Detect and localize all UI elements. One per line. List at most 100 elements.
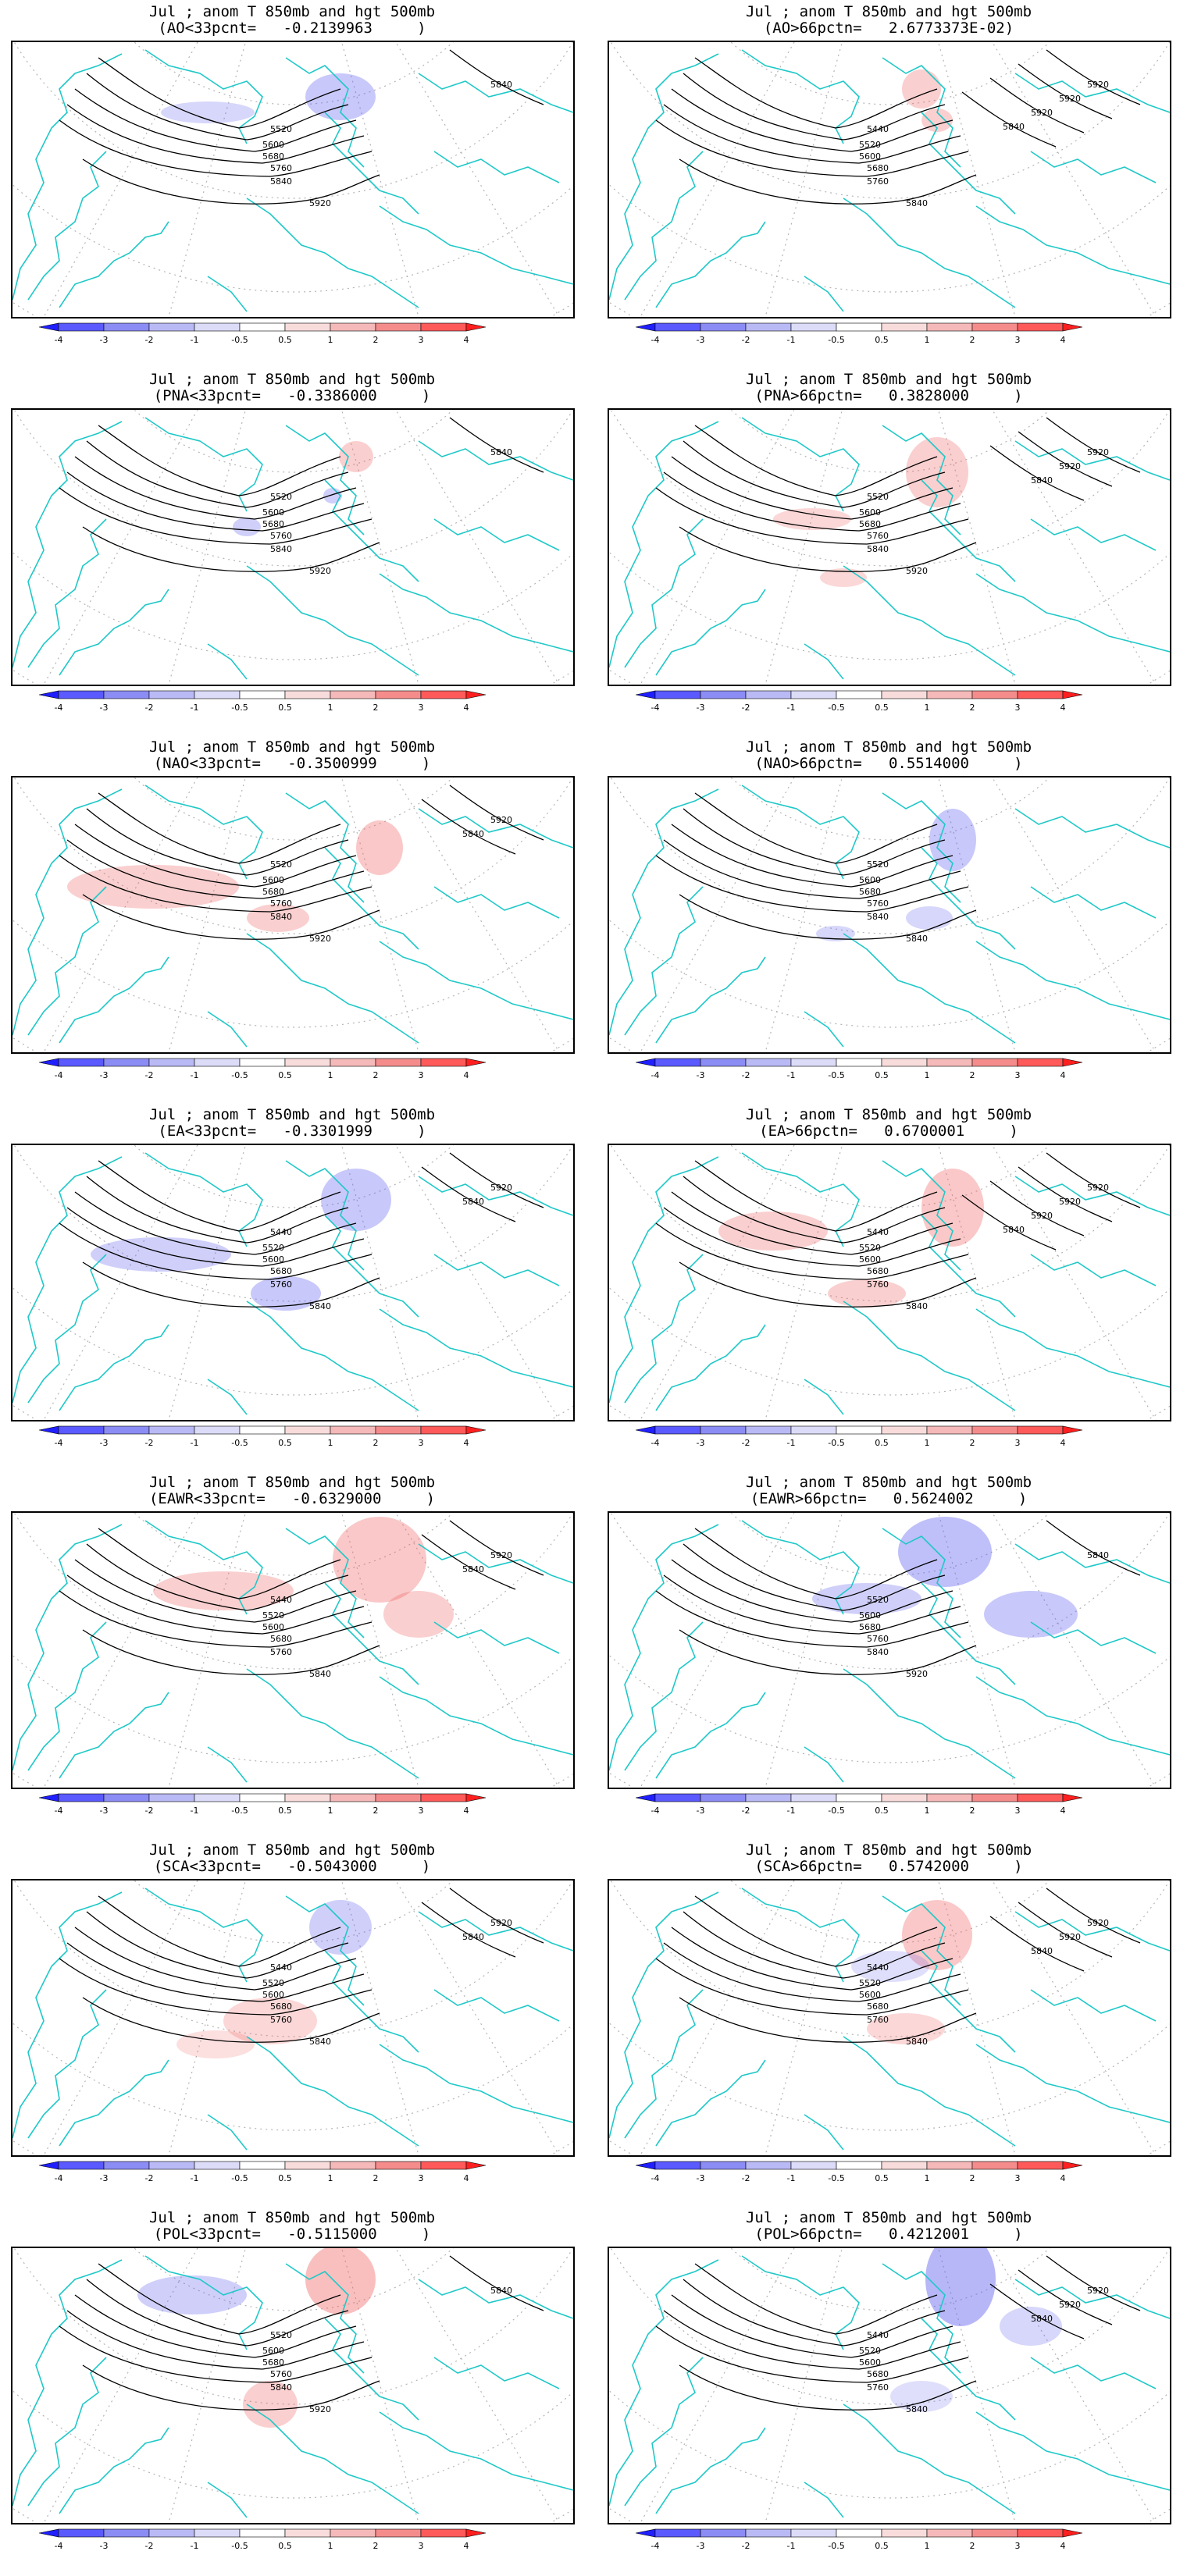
colorbar-tick-label: -2 bbox=[742, 703, 750, 713]
colorbar-tick-label: -1 bbox=[787, 703, 796, 713]
colorbar-tick-label: 0.5 bbox=[875, 335, 889, 345]
graticule-circle bbox=[134, 42, 454, 105]
coastline bbox=[418, 808, 573, 849]
contour-label: 5920 bbox=[309, 934, 331, 944]
coastline bbox=[246, 565, 419, 676]
height-contour: 5520 bbox=[86, 1176, 349, 1253]
contour-line bbox=[66, 2310, 365, 2370]
coastline bbox=[741, 2255, 860, 2350]
colorbar-tick-label: 1 bbox=[925, 2173, 930, 2183]
colorbar-segment bbox=[58, 1058, 105, 1067]
panel-title: Jul ; anom T 850mb and hgt 500mb bbox=[745, 738, 1032, 756]
colorbar-tick-label: -0.5 bbox=[828, 1806, 844, 1816]
height-contour: 5840 bbox=[961, 91, 1057, 148]
colorbar-tick-label: 4 bbox=[1060, 2173, 1066, 2183]
contour-line bbox=[671, 1191, 954, 1255]
colorbar-tick-label: -1 bbox=[191, 1438, 199, 1448]
colorbar-segment bbox=[1017, 690, 1064, 699]
colorbar-arrow-left bbox=[39, 2528, 59, 2538]
colorbar-tick-label: 0.5 bbox=[875, 703, 889, 713]
colorbar-segment bbox=[420, 2161, 467, 2170]
panel-subtitle: (NAO<33pcnt= -0.3500999 ) bbox=[153, 755, 431, 772]
map-frame: 5520 5600 5680 5760 5840 5840 bbox=[608, 776, 1171, 1054]
contour-line bbox=[59, 119, 372, 177]
map-frame: 5520 5600 5680 5760 5840 5920 5840 bbox=[11, 2247, 575, 2524]
coastline bbox=[27, 151, 107, 301]
colorbar-segment bbox=[284, 1058, 331, 1067]
colorbar-segment bbox=[745, 1793, 792, 1802]
panel-subtitle: (AO<33pcnt= -0.2139963 ) bbox=[158, 20, 426, 37]
height-contour: 5760 bbox=[66, 104, 365, 173]
colorbar-tick-label: -1 bbox=[191, 1070, 199, 1080]
contour-line bbox=[98, 425, 341, 496]
colorbar: -4 -3 -2 -1 -0.5 0.5 1 2 3 4 bbox=[636, 1793, 1083, 1816]
graticule-circle bbox=[609, 1772, 1170, 1788]
coastline bbox=[921, 112, 1016, 215]
height-contour: 5600 bbox=[671, 88, 954, 162]
colorbar-tick-label: 1 bbox=[328, 2541, 333, 2551]
graticule-circle bbox=[13, 410, 573, 567]
height-contour: 5920 bbox=[1046, 417, 1141, 473]
height-contour: 5680 bbox=[74, 456, 357, 529]
colorbar-segment bbox=[926, 1793, 973, 1802]
cold-anomaly-region bbox=[321, 1169, 391, 1231]
coastline bbox=[59, 956, 169, 1044]
colorbar-segment bbox=[58, 1425, 105, 1435]
colorbar-segment bbox=[745, 322, 792, 332]
colorbar-tick-label: 4 bbox=[464, 2541, 469, 2551]
height-contour: 5600 bbox=[683, 440, 946, 518]
colorbar-tick-label: -0.5 bbox=[231, 2541, 248, 2551]
height-contour: 5600 bbox=[74, 1559, 357, 1632]
colorbar-segment bbox=[654, 322, 701, 332]
graticule-circle bbox=[609, 1037, 1170, 1052]
height-contour: 5920 bbox=[1046, 1888, 1141, 1944]
contour-label: 5920 bbox=[906, 566, 928, 576]
contour-line bbox=[1046, 49, 1141, 105]
height-contour: 5520 bbox=[694, 792, 938, 870]
contour-line bbox=[59, 1222, 372, 1280]
colorbar-segment bbox=[330, 1793, 376, 1802]
coastline bbox=[433, 2357, 560, 2389]
height-contour: 5920 bbox=[1018, 63, 1113, 119]
contour-label: 5760 bbox=[270, 2369, 292, 2379]
colorbar-tick-label: 3 bbox=[1015, 703, 1021, 713]
height-contour: 5920 bbox=[1018, 1902, 1113, 1958]
warm-anomaly-region bbox=[921, 109, 953, 132]
warm-anomaly-region bbox=[339, 441, 373, 472]
colorbar-tick-label: 1 bbox=[925, 1806, 930, 1816]
colorbar-segment bbox=[58, 2161, 105, 2170]
coastline bbox=[418, 1176, 573, 1216]
graticule-meridian bbox=[395, 1880, 560, 2155]
colorbar-segment bbox=[926, 1425, 973, 1435]
colorbar-tick-label: -3 bbox=[697, 1806, 705, 1816]
coastline bbox=[921, 479, 1016, 582]
cold-anomaly-region bbox=[851, 1951, 929, 1982]
graticule-circle bbox=[12, 2389, 573, 2499]
coastline bbox=[246, 1668, 419, 1779]
contour-line bbox=[74, 88, 357, 152]
graticule-circle bbox=[12, 1772, 573, 1788]
colorbar-tick-label: -4 bbox=[55, 703, 63, 713]
coastline bbox=[882, 57, 961, 168]
contour-line bbox=[98, 1528, 341, 1599]
coastline bbox=[418, 1911, 573, 1952]
contour-label: 5680 bbox=[867, 2369, 889, 2379]
coastline bbox=[1030, 1621, 1157, 1654]
colorbar-segment bbox=[103, 2528, 150, 2538]
contour-label: 5920 bbox=[1059, 461, 1081, 471]
coastline bbox=[246, 2036, 419, 2147]
contour-line bbox=[98, 2263, 341, 2335]
colorbar-tick-label: -1 bbox=[191, 335, 199, 345]
colorbar-tick-label: 4 bbox=[1060, 2541, 1066, 2551]
coastline bbox=[655, 1692, 766, 1779]
colorbar-segment bbox=[745, 2161, 792, 2170]
contour-label: 5760 bbox=[270, 531, 292, 541]
colorbar-segment bbox=[836, 322, 882, 332]
contour-line bbox=[82, 894, 380, 940]
colorbar-segment bbox=[1017, 2161, 1064, 2170]
coastline bbox=[246, 2403, 419, 2514]
height-contour: 5840 bbox=[449, 49, 544, 105]
colorbar-segment bbox=[194, 1058, 241, 1067]
coastline bbox=[804, 1746, 844, 1783]
coastline bbox=[144, 417, 263, 512]
